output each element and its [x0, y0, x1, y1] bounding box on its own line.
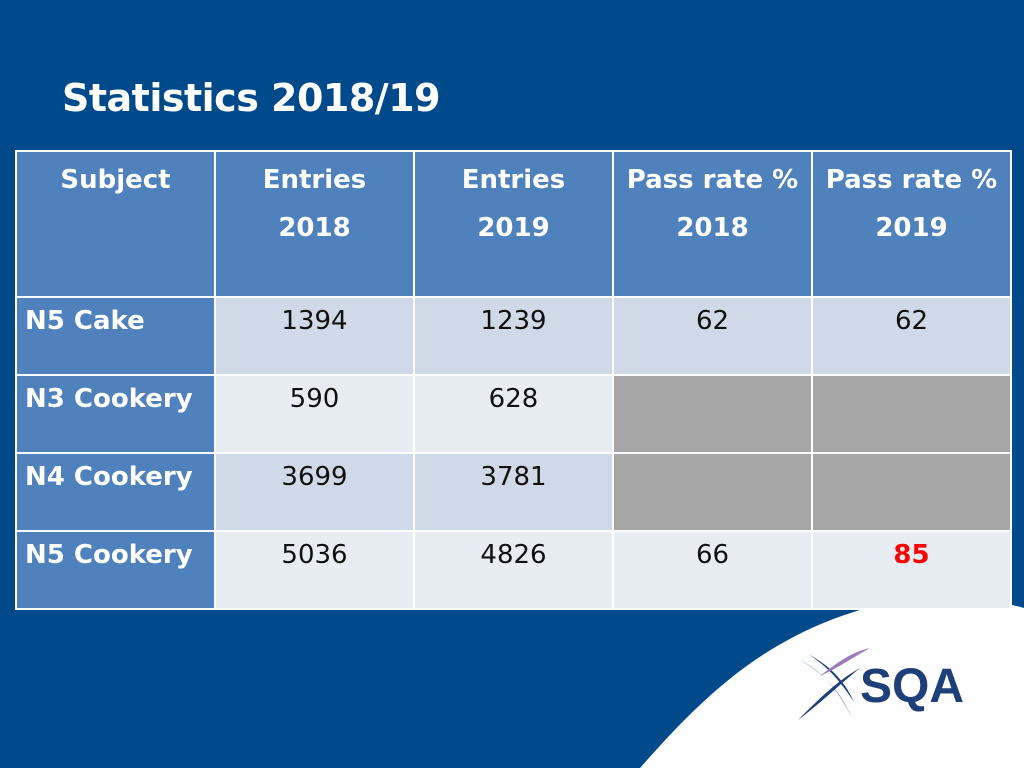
subject-cell: N5 Cake — [15, 296, 216, 376]
pass-rate-2018-na-cell — [612, 374, 813, 454]
subject-cell: N3 Cookery — [15, 374, 216, 454]
table-row: N5 Cookery 5036 4826 66 85 — [15, 530, 1012, 610]
entries-2018-cell: 3699 — [214, 452, 415, 532]
subject-cell: N5 Cookery — [15, 530, 216, 610]
header-entries-2018: Entries 2018 — [214, 150, 415, 298]
pass-rate-2018-cell: 66 — [612, 530, 813, 610]
sqa-saltire-icon — [798, 648, 870, 720]
subject-cell: N4 Cookery — [15, 452, 216, 532]
entries-2019-cell: 1239 — [413, 296, 614, 376]
pass-rate-2018-cell: 62 — [612, 296, 813, 376]
statistics-table: Subject Entries 2018 Entries 2019 Pass r… — [15, 150, 1012, 610]
table-row: N5 Cake 1394 1239 62 62 — [15, 296, 1012, 376]
pass-rate-2018-na-cell — [612, 452, 813, 532]
entries-2019-cell: 628 — [413, 374, 614, 454]
sqa-logo-text: SQA — [860, 660, 964, 713]
page-title: Statistics 2018/19 — [62, 76, 441, 120]
table-row: N3 Cookery 590 628 — [15, 374, 1012, 454]
pass-rate-2019-cell: 62 — [811, 296, 1012, 376]
entries-2019-cell: 4826 — [413, 530, 614, 610]
pass-rate-2019-na-cell — [811, 374, 1012, 454]
entries-2018-cell: 590 — [214, 374, 415, 454]
header-pass-rate-2019: Pass rate % 2019 — [811, 150, 1012, 298]
header-subject: Subject — [15, 150, 216, 298]
sqa-logo: SQA — [798, 648, 964, 720]
entries-2018-cell: 1394 — [214, 296, 415, 376]
pass-rate-2019-highlight-cell: 85 — [811, 530, 1012, 610]
pass-rate-2019-na-cell — [811, 452, 1012, 532]
entries-2019-cell: 3781 — [413, 452, 614, 532]
header-pass-rate-2018: Pass rate % 2018 — [612, 150, 813, 298]
header-entries-2019: Entries 2019 — [413, 150, 614, 298]
table-row: N4 Cookery 3699 3781 — [15, 452, 1012, 532]
entries-2018-cell: 5036 — [214, 530, 415, 610]
table-header-row: Subject Entries 2018 Entries 2019 Pass r… — [15, 150, 1012, 298]
